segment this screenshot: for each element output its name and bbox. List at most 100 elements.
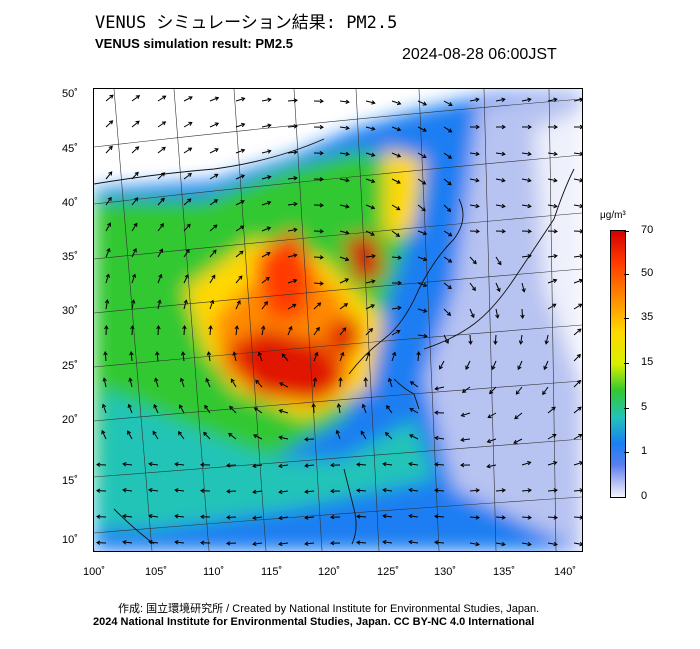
wind-vector (545, 334, 549, 344)
wind-vector (235, 300, 241, 310)
wind-vector-head (486, 438, 492, 444)
wind-vector (179, 404, 185, 414)
wind-vector (233, 352, 237, 362)
wind-vector (235, 174, 245, 180)
wind-vector-head (187, 147, 193, 152)
wind-vector (261, 150, 271, 154)
wind-vector-head (109, 94, 114, 99)
wind-vector-head (527, 488, 532, 493)
wind-vector-head (319, 202, 324, 208)
wind-vector-head (229, 405, 234, 411)
wind-vector-head (382, 539, 387, 545)
wind-vector-head (475, 541, 480, 547)
wind-vector (521, 178, 531, 182)
wind-vector (573, 542, 582, 545)
wind-vector (183, 300, 187, 310)
wind-vector (573, 303, 582, 310)
wind-vector (123, 541, 133, 544)
wind-vector (383, 515, 393, 518)
lon-label-105: 105˚ (145, 566, 168, 578)
wind-vector (313, 256, 324, 258)
wind-vector-head (304, 463, 309, 468)
wind-vector (183, 96, 193, 102)
wind-vector-head (396, 153, 402, 158)
wind-vector (517, 360, 523, 370)
wind-vector-head (397, 255, 402, 260)
wind-vector-head (475, 124, 480, 130)
wind-vector-head (213, 199, 219, 204)
wind-vector-head (152, 430, 157, 435)
wind-vector-head (409, 408, 414, 412)
wind-vector (339, 152, 349, 155)
wind-vector (365, 328, 373, 336)
wind-vector-head (513, 439, 518, 444)
wind-vector-head (356, 540, 361, 545)
wind-vector-head (356, 462, 361, 467)
wind-vector-head (471, 286, 476, 292)
wind-vector-head (361, 403, 366, 409)
wind-vector (149, 463, 159, 466)
wind-vector-head (527, 515, 532, 520)
wind-vector (469, 542, 479, 546)
wind-vector (469, 516, 480, 519)
wind-vector-head (330, 540, 335, 546)
wind-vector-head (200, 488, 205, 494)
wind-vector-head (368, 328, 374, 333)
wind-vector (253, 434, 263, 440)
wind-vector (521, 516, 532, 519)
wind-vector-head (267, 149, 272, 154)
wind-vector-head (319, 98, 324, 104)
wind-vector-head (179, 404, 183, 409)
wind-vector (339, 352, 344, 362)
wind-vector (103, 378, 107, 388)
wind-vector (388, 378, 393, 388)
wind-vector (287, 279, 297, 284)
wind-vector (521, 461, 531, 466)
lat-label-35: 35˚ (62, 251, 78, 263)
wind-vector (157, 300, 161, 310)
wind-vector-head (501, 488, 506, 493)
wind-vector (521, 542, 531, 546)
wind-vector-head (96, 462, 101, 467)
wind-vector (209, 173, 218, 180)
wind-vector-head (501, 178, 506, 183)
wind-vector (516, 386, 523, 395)
wind-vector (409, 489, 419, 492)
wind-vector-head (501, 151, 506, 157)
wind-vector (573, 255, 582, 258)
wind-vector (123, 515, 133, 518)
wind-vector-head (384, 432, 390, 437)
wind-vector (209, 148, 219, 154)
wind-vector-head (107, 222, 111, 227)
wind-vector-head (345, 230, 350, 235)
wind-vector (521, 98, 531, 102)
wind-vector (435, 437, 445, 440)
wind-vector (261, 176, 271, 180)
wind-vector (439, 360, 445, 370)
wind-vector-head (501, 97, 506, 102)
wind-vector-head (148, 461, 153, 467)
wind-vector (153, 404, 159, 414)
wind-vector-head (448, 102, 453, 106)
wind-vector-head (527, 97, 532, 102)
wind-vector-head (319, 281, 324, 286)
wind-vector-head (434, 410, 439, 415)
wind-vector-head (514, 415, 519, 420)
wind-vector-head (104, 325, 109, 330)
wind-vector-head (422, 256, 428, 262)
wind-vector-head (134, 171, 139, 176)
wind-vector-head (293, 98, 298, 103)
wind-vector (304, 438, 315, 440)
wind-vector (129, 378, 133, 388)
wind-vector (313, 352, 318, 362)
wind-vector (339, 256, 349, 261)
wind-vector (253, 516, 263, 519)
wind-vector (521, 308, 524, 319)
wind-vector (339, 303, 348, 310)
wind-vector-head (527, 178, 532, 183)
wind-vector (547, 516, 558, 519)
wind-vector (356, 489, 367, 492)
wind-vector-head (240, 174, 246, 179)
wind-vector-head (278, 489, 283, 495)
wind-vector-head (154, 377, 159, 382)
